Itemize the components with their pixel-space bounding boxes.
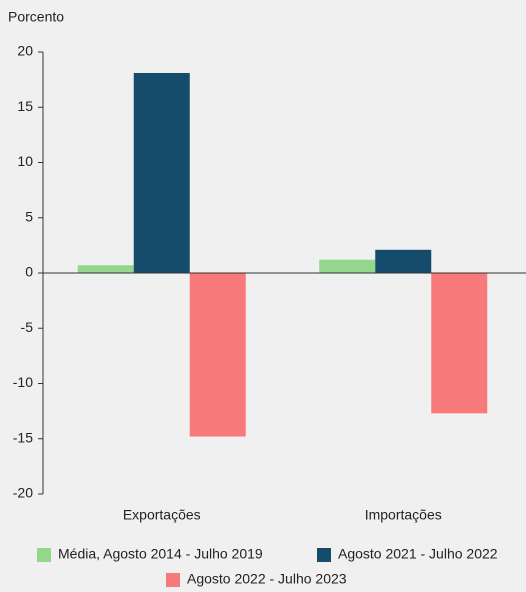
bar: [431, 273, 488, 414]
legend-swatch: [166, 573, 180, 587]
y-tick-label: 10: [17, 153, 33, 169]
y-tick-label: 0: [25, 264, 33, 280]
y-tick-label: -5: [21, 319, 34, 335]
y-tick-label: 5: [25, 208, 33, 224]
y-axis-label: Porcento: [8, 9, 64, 25]
y-tick-label: -20: [13, 485, 33, 501]
bar: [133, 72, 190, 274]
legend-swatch: [317, 548, 331, 562]
legend-swatch: [37, 548, 51, 562]
bar: [189, 273, 246, 437]
legend-label: Agosto 2021 - Julho 2022: [338, 546, 498, 562]
legend-label: Agosto 2022 - Julho 2023: [187, 571, 347, 587]
legend-label: Média, Agosto 2014 - Julho 2019: [58, 546, 263, 562]
bar: [375, 249, 432, 273]
bar: [77, 265, 134, 273]
bar: [319, 259, 376, 273]
x-tick-label: Importações: [365, 507, 442, 523]
x-tick-label: Exportações: [123, 507, 201, 523]
y-tick-label: 20: [17, 43, 33, 59]
y-tick-label: -15: [13, 429, 33, 445]
y-tick-label: 15: [17, 98, 33, 114]
y-tick-label: -10: [13, 374, 33, 390]
